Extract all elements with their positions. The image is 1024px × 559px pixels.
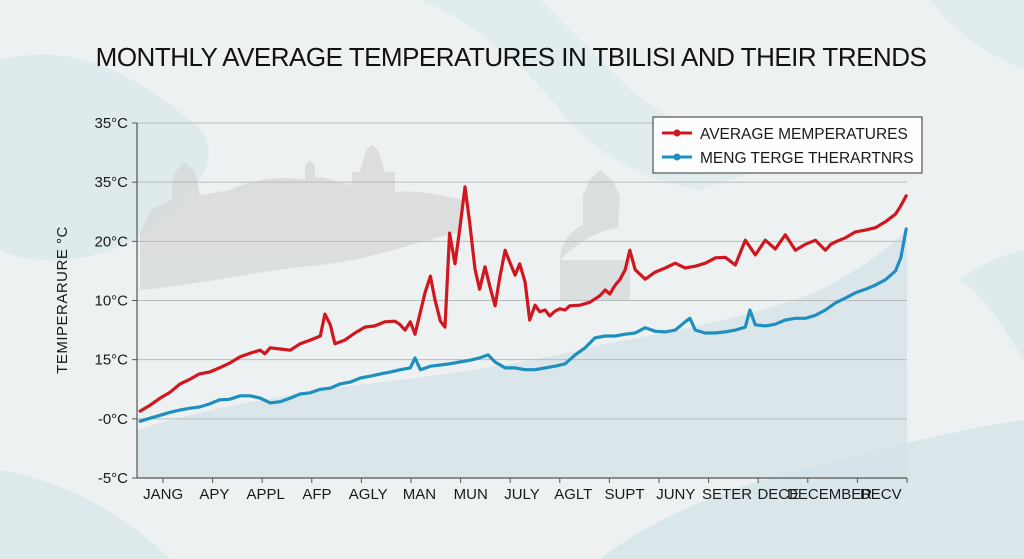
x-tick-label: DECEMBER: [787, 486, 872, 503]
legend-marker-average: [673, 129, 681, 137]
x-tick-label: SETER: [702, 486, 752, 503]
gridlines: [137, 122, 907, 420]
river-wash: [960, 250, 1024, 360]
y-axis-title: TEMIPERARURE °C: [54, 226, 71, 374]
y-tick-label: -0°C: [98, 411, 128, 428]
series-layer: [138, 185, 908, 423]
legend: AVERAGE MEMPERATURES MENG TERGE THERARTN…: [652, 116, 923, 174]
y-tick-label: 20°C: [94, 233, 128, 250]
river-wash: [600, 420, 1024, 559]
y-tick-label: 10°C: [94, 293, 128, 310]
x-tick-label: JULY: [504, 486, 540, 503]
shaded-trend-band: [137, 230, 907, 478]
x-tick-label: AGLY: [349, 486, 388, 503]
y-axis-ticks: -5°C -0°C 15°C 10°C 20°C 35°C 35°C: [94, 115, 137, 487]
y-tick-label: -5°C: [98, 470, 128, 487]
x-tick-label: JANG: [143, 486, 183, 503]
x-axis-ticks: JANG APY APPL AFP AGLY MAN MUN JULY AGLT SUPT JUNY…: [143, 478, 908, 503]
x-tick-label: AFP: [302, 486, 331, 503]
x-tick-label: DECV: [860, 486, 902, 503]
x-tick-label: JUNY: [656, 486, 695, 503]
x-tick-label: DECE: [757, 486, 799, 503]
series-line-average-temperatures: [138, 185, 908, 413]
x-tick-label: MAN: [403, 486, 436, 503]
y-tick-label: 35°C: [94, 174, 128, 191]
river-wash: [0, 470, 170, 559]
x-tick-label: MUN: [454, 486, 488, 503]
y-tick-label: 15°C: [94, 352, 128, 369]
x-tick-label: AGLT: [554, 486, 592, 503]
series-line-trend: [138, 227, 908, 423]
legend-marker-trend: [673, 153, 681, 161]
x-tick-label: APPL: [247, 486, 285, 503]
chart-title: MONTHLY AVERAGE TEMPERATURES IN TBILISI …: [96, 42, 927, 72]
legend-label-average: AVERAGE MEMPERATURES: [700, 126, 908, 143]
skyline-silhouette: [140, 145, 630, 300]
x-tick-label: SUPT: [605, 486, 645, 503]
legend-box: [652, 116, 923, 174]
river-wash: [930, 0, 1024, 70]
y-tick-label: 35°C: [94, 115, 128, 132]
legend-label-trend: MENG TERGE THERARTNRS: [700, 150, 914, 167]
x-tick-label: APY: [199, 486, 229, 503]
